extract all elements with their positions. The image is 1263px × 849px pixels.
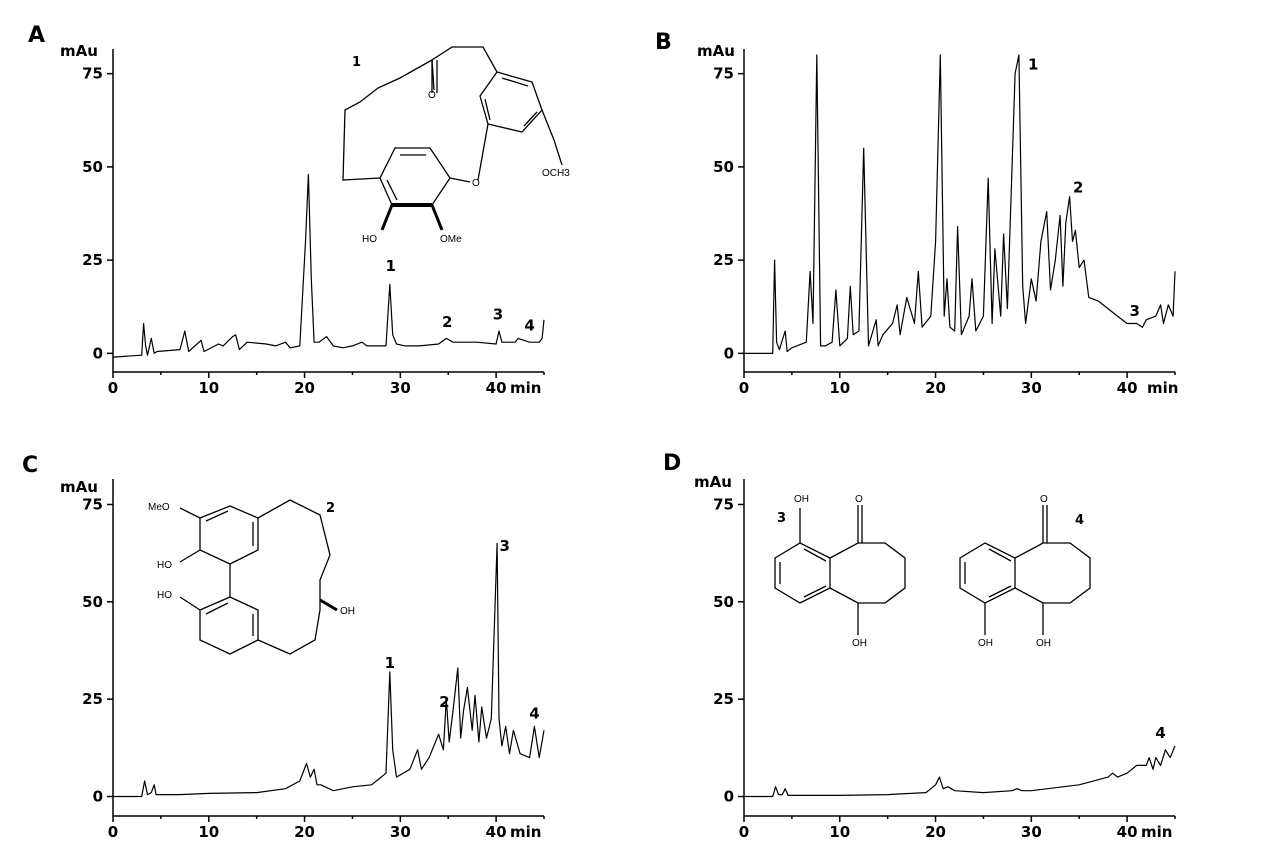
chromatogram-plot: 0 25 50 75 0 10 20 30 40 min 4: [713, 479, 1176, 841]
y-tick-label: 25: [82, 690, 103, 708]
x-tick-label: 0: [739, 379, 749, 397]
y-tick-label: 25: [713, 251, 734, 269]
peak-label: 3: [1130, 302, 1140, 320]
x-tick-label: 10: [829, 823, 850, 841]
x-axis-unit: min: [1147, 379, 1178, 397]
y-axis-unit: mAu: [697, 42, 735, 60]
chromatogram-trace: [744, 54, 1176, 354]
y-tick-label: 75: [82, 495, 103, 513]
y-axis-unit: mAu: [694, 473, 732, 491]
x-tick-label: 20: [925, 379, 946, 397]
peak-label: 4: [1155, 724, 1165, 742]
peak-label: 4: [524, 317, 534, 335]
x-tick-label: 20: [294, 823, 315, 841]
x-tick-label: 40: [1117, 823, 1138, 841]
y-tick-label: 0: [93, 788, 103, 806]
panel-letter: C: [22, 453, 39, 478]
x-tick-label: 10: [198, 823, 219, 841]
x-tick-label: 10: [829, 379, 850, 397]
y-tick-label: 50: [82, 158, 103, 176]
y-tick-label: 75: [82, 65, 103, 83]
y-tick-label: 0: [724, 788, 734, 806]
x-tick-label: 30: [390, 823, 411, 841]
peak-label: 4: [529, 705, 539, 723]
peak-label: 2: [442, 313, 452, 331]
peak-label: 1: [386, 257, 396, 275]
peak-label: 2: [1073, 179, 1083, 197]
y-tick-label: 75: [713, 495, 734, 513]
panel-letter: B: [655, 30, 672, 55]
x-axis-unit: min: [510, 823, 541, 841]
y-tick-label: 25: [82, 251, 103, 269]
x-tick-label: 0: [739, 823, 749, 841]
panel-letter: A: [28, 23, 46, 48]
x-tick-label: 20: [925, 823, 946, 841]
chromatogram-trace: [113, 542, 545, 798]
peak-label: 1: [385, 654, 395, 672]
y-axis-unit: mAu: [60, 42, 98, 60]
x-axis-unit: min: [1141, 823, 1172, 841]
peak-label: 1: [1028, 56, 1038, 74]
x-tick-label: 20: [294, 379, 315, 397]
chromatogram-plot: 0 25 50 75 0 10 20 30 40 min 1 2 3: [713, 49, 1178, 397]
x-tick-label: 0: [108, 379, 118, 397]
peak-label: 3: [493, 306, 503, 324]
y-tick-label: 50: [713, 593, 734, 611]
x-tick-label: 40: [486, 823, 507, 841]
x-tick-label: 30: [1021, 379, 1042, 397]
y-tick-label: 75: [713, 65, 734, 83]
peak-label: 2: [439, 693, 449, 711]
y-tick-label: 50: [713, 158, 734, 176]
peak-label: 3: [500, 537, 510, 555]
y-tick-label: 25: [713, 690, 734, 708]
y-tick-label: 0: [93, 344, 103, 362]
chromatogram-trace: [112, 173, 545, 358]
panel-letter: D: [663, 451, 682, 476]
x-tick-label: 40: [1117, 379, 1138, 397]
x-tick-label: 30: [390, 379, 411, 397]
x-tick-label: 30: [1021, 823, 1042, 841]
x-axis-unit: min: [510, 379, 541, 397]
x-tick-label: 0: [108, 823, 118, 841]
y-tick-label: 50: [82, 593, 103, 611]
y-axis-unit: mAu: [60, 478, 98, 496]
chromatogram-trace: [744, 745, 1176, 798]
x-tick-label: 40: [486, 379, 507, 397]
y-tick-label: 0: [724, 344, 734, 362]
x-tick-label: 10: [198, 379, 219, 397]
